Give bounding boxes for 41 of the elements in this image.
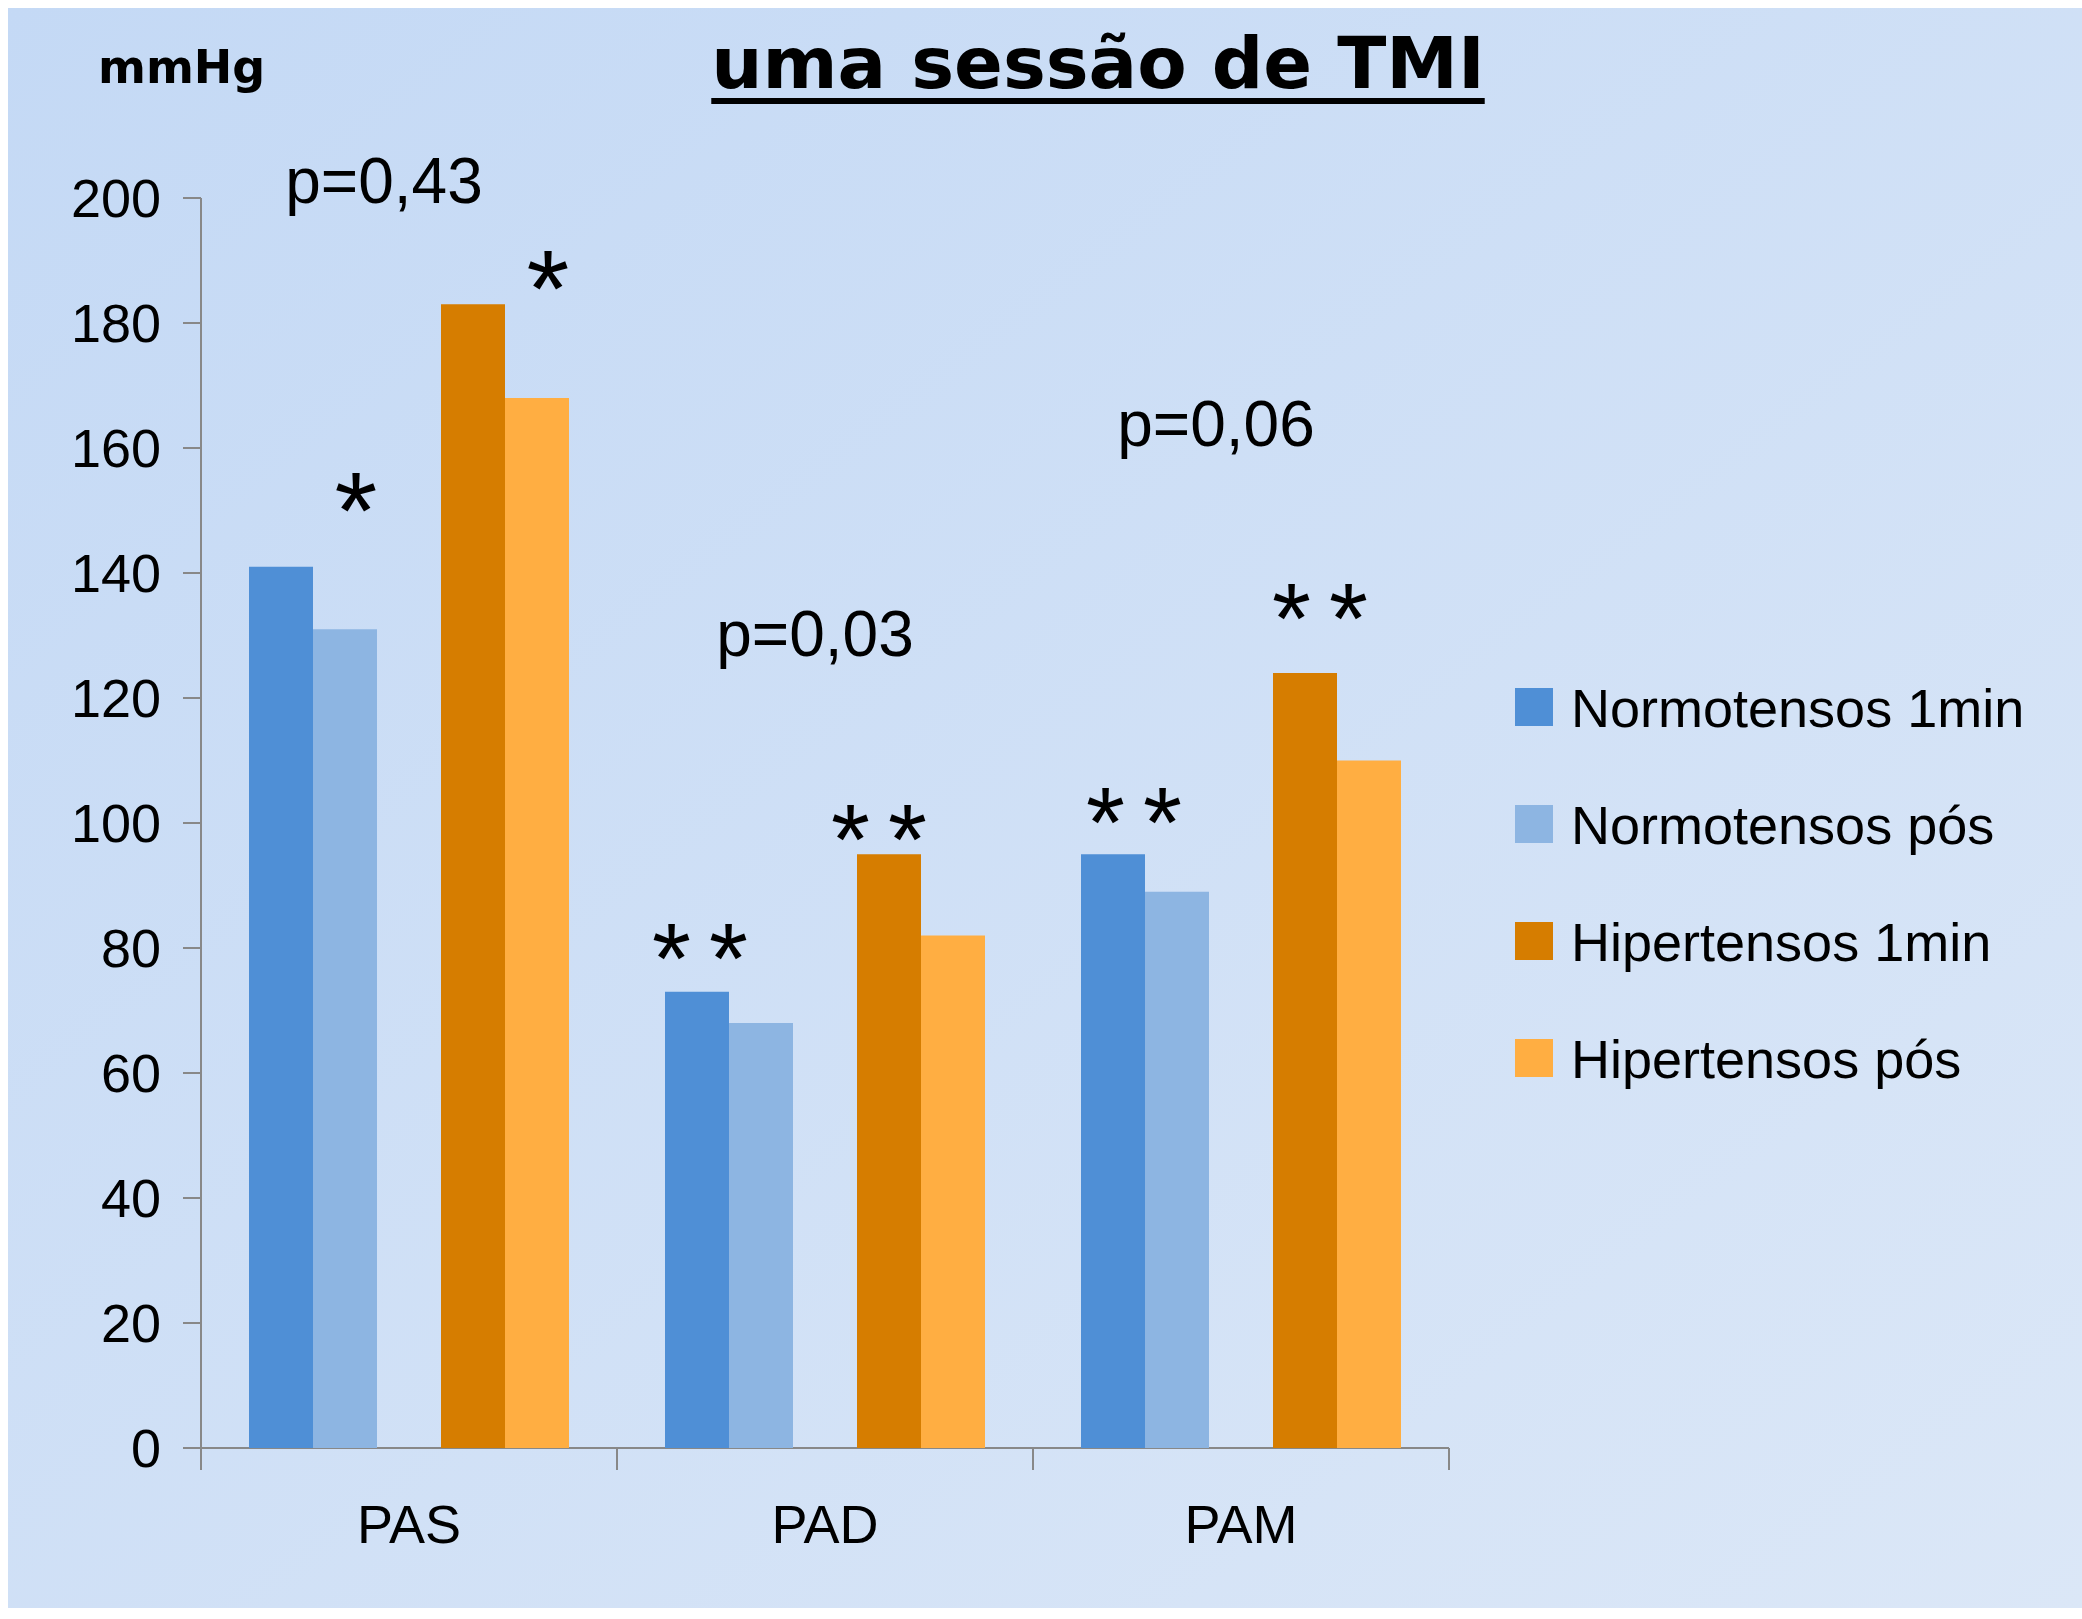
- bar: [665, 991, 729, 1448]
- bar: [857, 854, 921, 1448]
- legend-label: Hipertensos 1min: [1571, 911, 1992, 972]
- y-axis-title: mmHg: [98, 40, 266, 94]
- bar: [729, 1023, 793, 1448]
- y-tick-label: 80: [100, 917, 161, 978]
- annotation: **: [831, 783, 945, 895]
- annotation: p=0,43: [285, 145, 483, 217]
- y-tick-label: 140: [70, 542, 161, 603]
- bar: [441, 304, 505, 1448]
- annotation: **: [652, 902, 766, 1014]
- bar: [1337, 760, 1401, 1448]
- annotation: *: [526, 226, 570, 349]
- y-tick-label: 200: [70, 167, 161, 228]
- y-tick-label: 160: [70, 417, 161, 478]
- y-tick-label: 180: [70, 292, 161, 353]
- bar: [1273, 673, 1337, 1448]
- y-tick-label: 0: [130, 1417, 161, 1478]
- bar: [1145, 891, 1209, 1448]
- bar: [921, 935, 985, 1448]
- bar: [313, 629, 377, 1448]
- annotation: p=0,03: [716, 598, 914, 670]
- annotation: *: [334, 448, 378, 571]
- x-tick-label: PAD: [771, 1494, 879, 1554]
- x-tick-label: PAM: [1184, 1494, 1298, 1554]
- legend-label: Normotensos 1min: [1571, 677, 2025, 738]
- y-tick-label: 20: [100, 1292, 161, 1353]
- annotation: **: [1086, 766, 1200, 878]
- x-tick-label: PAS: [356, 1494, 462, 1554]
- y-tick-label: 40: [100, 1167, 161, 1228]
- bar: [1081, 854, 1145, 1448]
- annotation: **: [1272, 562, 1386, 674]
- y-tick-label: 120: [70, 667, 161, 728]
- y-tick-label: 60: [100, 1042, 161, 1103]
- legend-label: Hipertensos pós: [1571, 1028, 1962, 1089]
- bar: [505, 398, 569, 1448]
- bar: [249, 566, 313, 1448]
- annotation: p=0,06: [1117, 388, 1315, 460]
- y-tick-label: 100: [70, 792, 161, 853]
- legend-label: Normotensos pós: [1571, 794, 1995, 855]
- chart-title: uma sessão de TMI: [711, 21, 1485, 105]
